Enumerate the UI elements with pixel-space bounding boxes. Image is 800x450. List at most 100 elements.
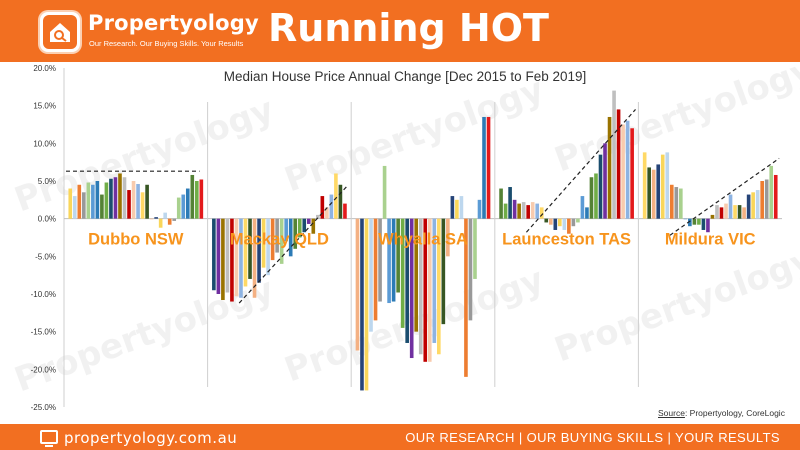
- bar: [320, 196, 325, 219]
- bar: [127, 190, 131, 219]
- bar: [418, 218, 423, 355]
- bar: [651, 169, 656, 219]
- region-label: Mildura VIC: [665, 230, 756, 248]
- bar: [297, 218, 302, 238]
- bar: [338, 184, 343, 219]
- bar: [499, 188, 503, 219]
- bar: [669, 184, 674, 219]
- bar: [113, 177, 118, 219]
- brand-tagline: Our Research. Our Buying Skills. Your Re…: [89, 39, 244, 48]
- bar: [642, 152, 647, 219]
- region-labels: Dubbo NSW Mackay QLD Whyalla SA Launceston …: [88, 230, 756, 248]
- bar: [755, 190, 760, 219]
- region-label: Whyalla SA: [378, 230, 468, 248]
- monitor-icon: [40, 430, 58, 447]
- bar: [293, 218, 298, 249]
- bar: [68, 188, 73, 219]
- bar: [382, 165, 387, 219]
- bar: [391, 218, 396, 302]
- y-tick-label: -20.0%: [31, 365, 56, 374]
- watermark-text: Propertyology: [279, 260, 549, 391]
- bar: [118, 173, 122, 219]
- bar: [594, 173, 598, 219]
- bar: [503, 203, 508, 219]
- y-tick-label: -10.0%: [31, 290, 56, 299]
- footer-website[interactable]: propertyology.com.au: [40, 429, 237, 447]
- y-tick-label: -15.0%: [31, 328, 56, 337]
- bar: [571, 218, 576, 227]
- house-logo-icon: [40, 12, 80, 52]
- bar: [697, 218, 701, 225]
- bar: [719, 207, 724, 219]
- bar: [270, 218, 275, 261]
- bar: [195, 181, 199, 219]
- bar: [100, 194, 104, 219]
- bar: [95, 181, 100, 219]
- brand-name: Propertyology: [88, 11, 259, 35]
- trend-lines: [66, 109, 780, 304]
- bar: [706, 218, 710, 233]
- bar: [683, 218, 688, 220]
- bar: [325, 207, 329, 219]
- bar: [482, 116, 486, 219]
- bar: [279, 218, 284, 264]
- bar: [149, 218, 154, 220]
- bar: [302, 218, 307, 233]
- bar: [311, 218, 316, 234]
- bar: [216, 218, 221, 294]
- page-title: Running HOT: [268, 6, 549, 50]
- bar: [109, 178, 113, 219]
- bar: [612, 90, 616, 219]
- bar: [508, 187, 512, 219]
- source-label: Source: [658, 408, 685, 418]
- bar: [355, 218, 360, 351]
- bar: [742, 207, 746, 219]
- bar: [185, 188, 190, 219]
- region-dividers: [207, 102, 639, 387]
- bar: [607, 116, 612, 219]
- bar: [252, 218, 257, 298]
- bar: [656, 164, 661, 219]
- bar: [512, 199, 517, 219]
- bar: [423, 218, 428, 362]
- median-price-change-chart: Propertyology Propertyology PropertyologyP…: [9, 62, 800, 412]
- bar: [450, 196, 455, 219]
- bar: [172, 218, 177, 221]
- bar: [360, 218, 364, 391]
- bar: [409, 218, 414, 359]
- bar: [131, 181, 136, 219]
- bar: [724, 203, 728, 219]
- watermark-text: Propertyology: [279, 70, 549, 201]
- bar: [660, 154, 665, 219]
- bar: [764, 179, 769, 219]
- bar: [225, 218, 230, 293]
- bar: [477, 199, 482, 219]
- bar: [373, 218, 378, 321]
- bar: [261, 218, 266, 268]
- bar: [140, 192, 145, 219]
- bar: [396, 218, 400, 293]
- bar: [535, 203, 540, 219]
- bar: [455, 199, 459, 219]
- bar: [82, 192, 86, 219]
- bar: [86, 182, 91, 219]
- bar: [769, 165, 774, 219]
- bar: [674, 187, 679, 219]
- bar: [405, 218, 409, 343]
- bar: [378, 218, 382, 302]
- bar: [154, 217, 158, 219]
- footer-slogan: OUR RESEARCH | OUR BUYING SKILLS | YOUR …: [405, 430, 780, 445]
- bar: [473, 218, 477, 279]
- bar: [248, 218, 252, 279]
- y-tick-label: 20.0%: [33, 64, 56, 73]
- bar: [621, 124, 625, 219]
- bar: [576, 218, 580, 223]
- bar: [585, 207, 589, 219]
- bar: [266, 218, 270, 276]
- bar: [517, 203, 521, 219]
- bar: [221, 218, 225, 301]
- bar: [580, 196, 585, 219]
- bar: [688, 218, 692, 227]
- footer-bar: propertyology.com.au OUR RESEARCH | OUR …: [0, 424, 800, 450]
- bar: [334, 173, 338, 219]
